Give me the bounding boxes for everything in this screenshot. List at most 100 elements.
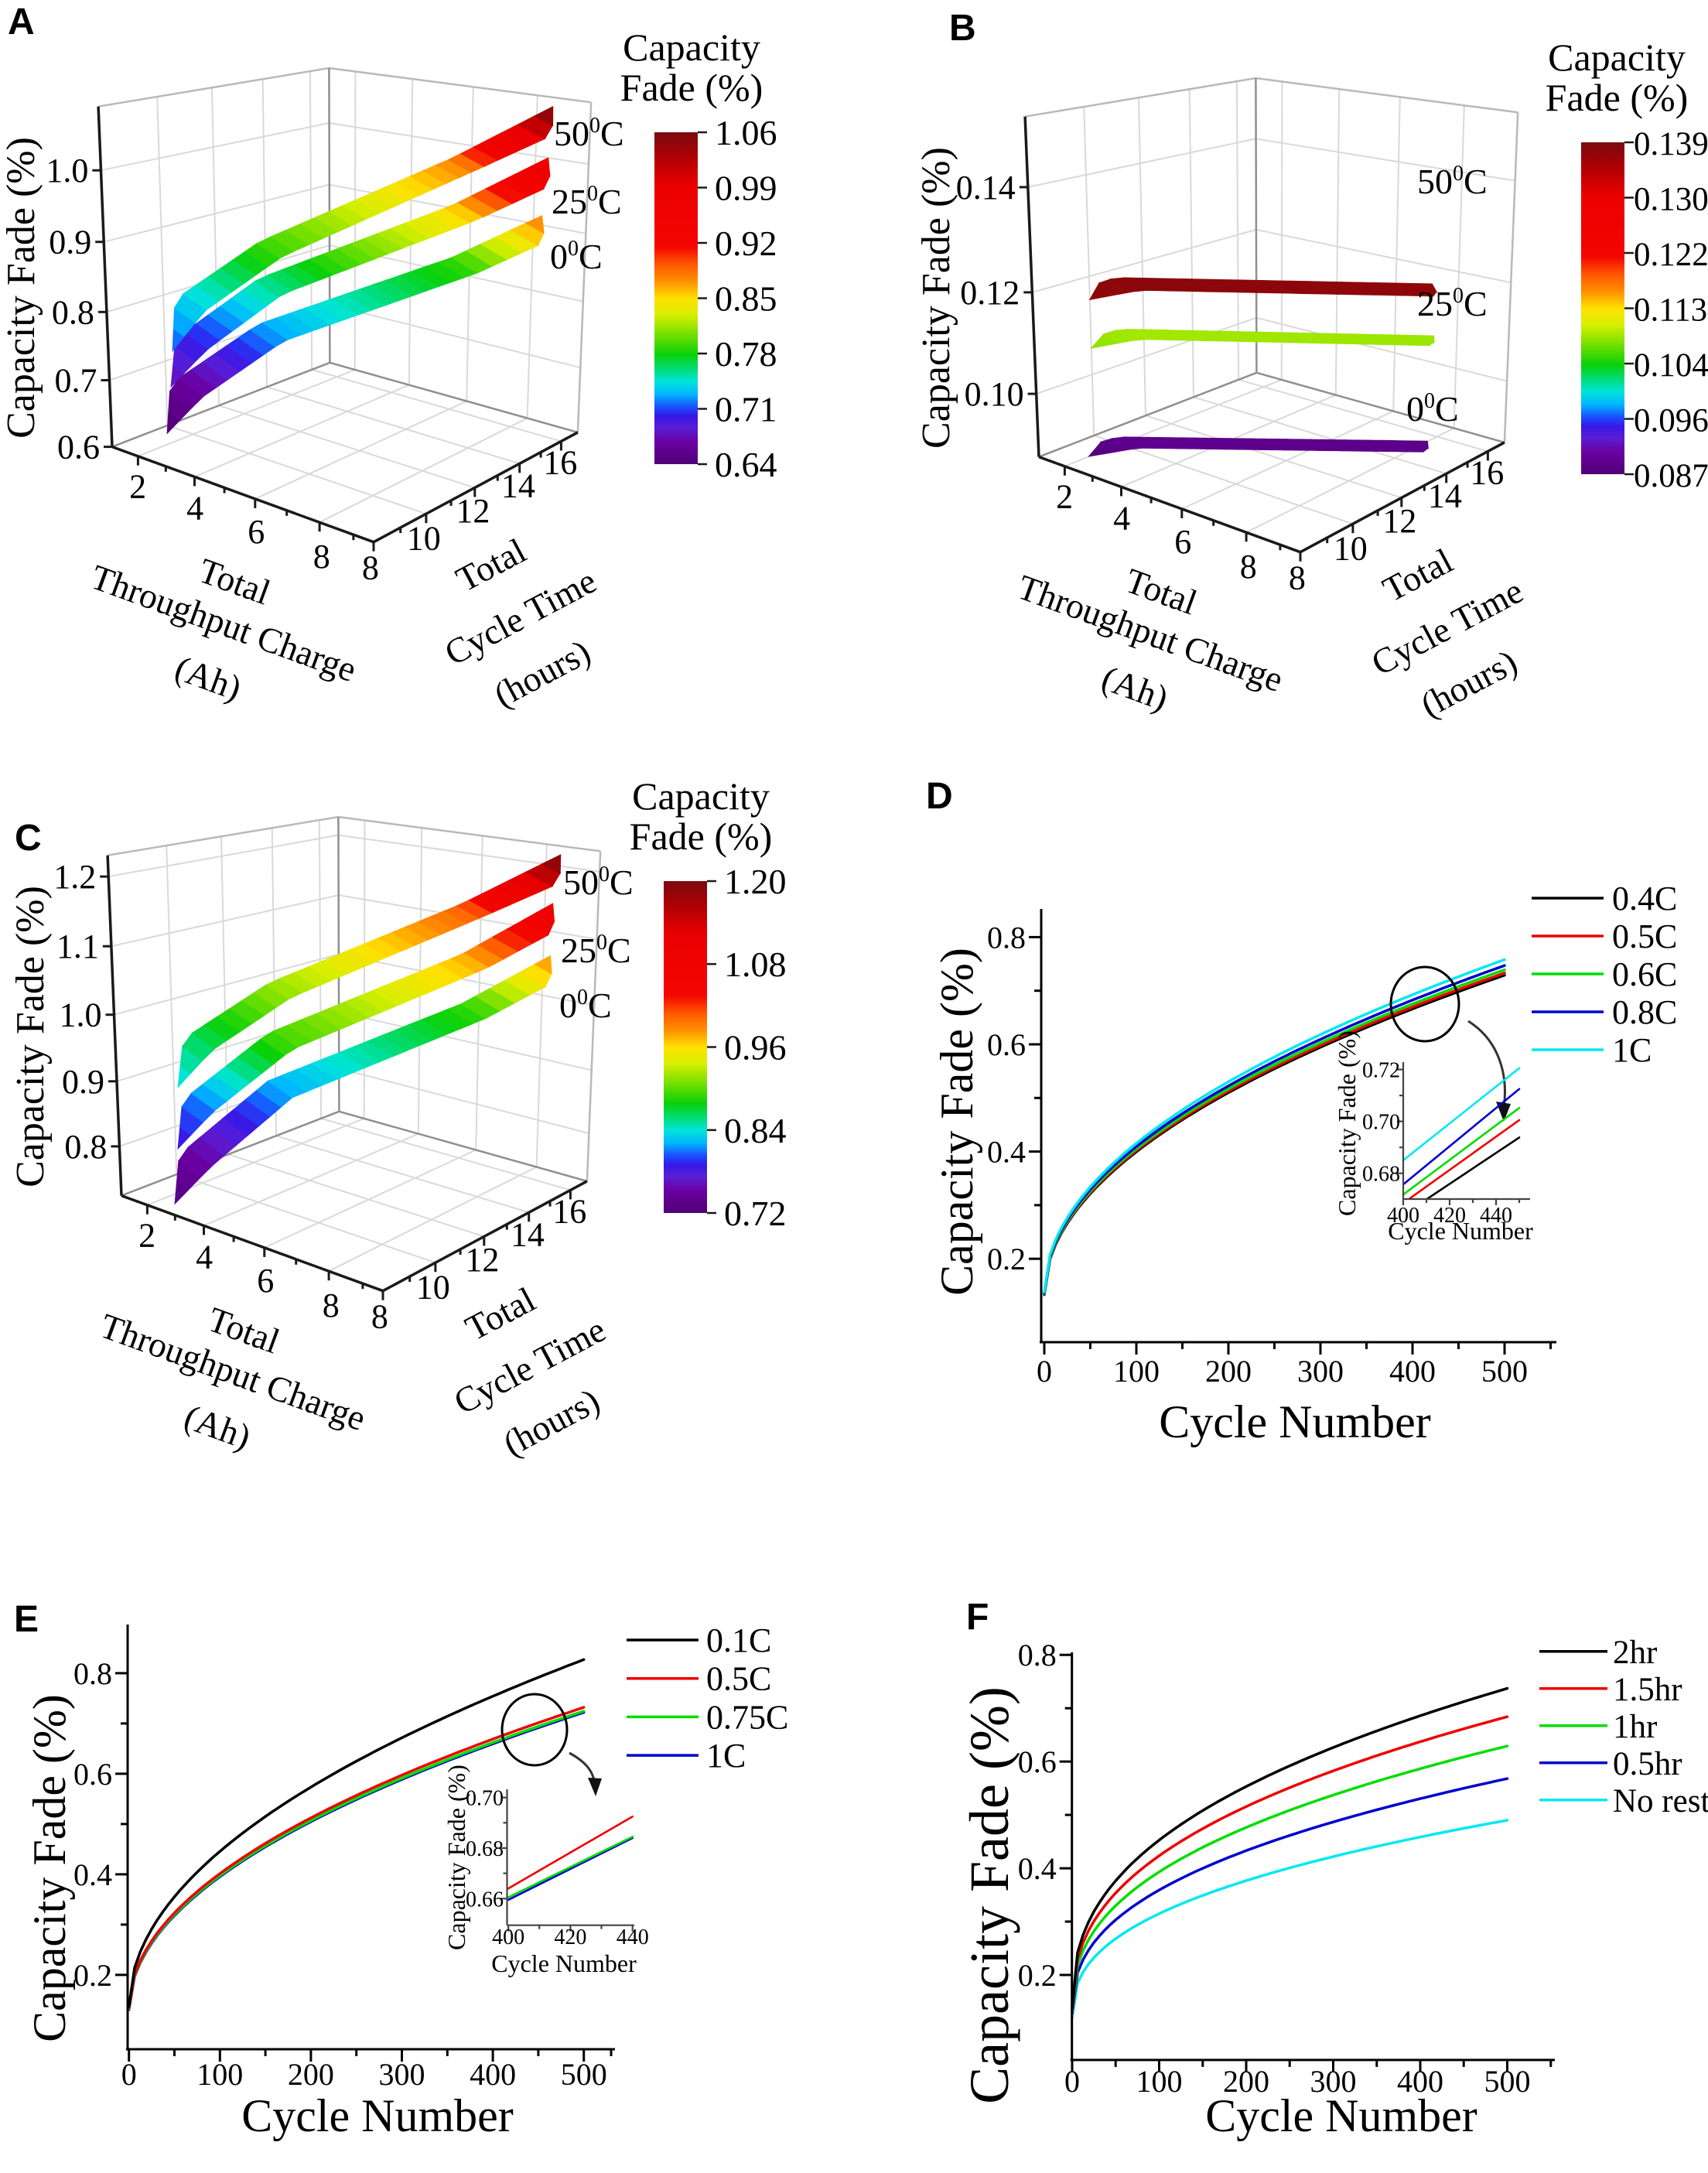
svg-text:00C: 00C	[559, 986, 612, 1025]
svg-text:0.5C: 0.5C	[1612, 917, 1677, 955]
svg-text:14: 14	[501, 466, 535, 504]
svg-text:6: 6	[1174, 523, 1191, 561]
svg-text:0.096: 0.096	[1634, 403, 1708, 439]
svg-text:Cycle Number: Cycle Number	[1388, 1217, 1533, 1245]
svg-text:B: B	[949, 8, 976, 49]
svg-text:6: 6	[257, 1262, 274, 1300]
svg-text:12: 12	[465, 1241, 499, 1279]
svg-text:0.85: 0.85	[715, 279, 777, 319]
svg-text:400: 400	[1397, 2064, 1443, 2099]
svg-text:500: 500	[1484, 2064, 1531, 2099]
svg-text:14: 14	[511, 1215, 545, 1253]
svg-text:0.6: 0.6	[57, 429, 100, 466]
svg-text:4: 4	[186, 490, 203, 528]
svg-text:300: 300	[1310, 2064, 1357, 2099]
svg-text:500C: 500C	[563, 863, 634, 902]
svg-text:12: 12	[1382, 502, 1416, 540]
svg-text:1.0: 1.0	[60, 996, 102, 1034]
svg-text:0.6: 0.6	[987, 1027, 1026, 1062]
svg-text:0.122: 0.122	[1634, 237, 1708, 273]
svg-text:Capacity Fade (%): Capacity Fade (%)	[914, 147, 958, 449]
svg-text:0.113: 0.113	[1634, 292, 1707, 329]
svg-text:200: 200	[1205, 1354, 1252, 1389]
svg-text:0.8: 0.8	[73, 1656, 112, 1691]
svg-text:1C: 1C	[1612, 1031, 1652, 1069]
svg-text:1C: 1C	[706, 1737, 746, 1775]
svg-text:Capacity: Capacity	[632, 774, 770, 818]
svg-text:Capacity Fade (%): Capacity Fade (%)	[442, 1765, 470, 1950]
svg-text:Fade (%): Fade (%)	[1546, 76, 1689, 119]
svg-text:0.104: 0.104	[1634, 347, 1708, 384]
svg-text:0.2: 0.2	[73, 1958, 112, 1993]
svg-text:500: 500	[1481, 1354, 1528, 1389]
svg-text:0.5C: 0.5C	[706, 1660, 771, 1698]
svg-text:0.130: 0.130	[1634, 182, 1708, 218]
svg-text:10: 10	[407, 519, 441, 557]
svg-text:1hr: 1hr	[1613, 1709, 1657, 1745]
svg-text:200: 200	[1223, 2064, 1269, 2099]
svg-text:500: 500	[561, 2057, 607, 2092]
svg-text:100: 100	[196, 2057, 243, 2092]
svg-text:16: 16	[552, 1192, 586, 1230]
svg-text:Fade (%): Fade (%)	[620, 66, 763, 109]
svg-text:1.0: 1.0	[46, 152, 88, 190]
svg-text:0.4C: 0.4C	[1612, 880, 1677, 917]
svg-text:0.9: 0.9	[62, 1063, 104, 1101]
svg-text:Cycle Number: Cycle Number	[241, 2090, 514, 2141]
svg-text:10: 10	[1334, 529, 1368, 567]
svg-text:0.8: 0.8	[52, 293, 94, 331]
svg-text:0.9: 0.9	[49, 224, 91, 261]
svg-text:250C: 250C	[552, 182, 622, 221]
svg-text:16: 16	[543, 443, 577, 481]
svg-text:1.06: 1.06	[715, 113, 777, 152]
svg-text:A: A	[8, 2, 35, 43]
svg-text:400: 400	[1387, 1204, 1419, 1228]
svg-text:6: 6	[248, 513, 265, 551]
svg-text:16: 16	[1470, 453, 1504, 491]
svg-text:0.96: 0.96	[724, 1028, 787, 1068]
svg-text:0.70: 0.70	[1362, 1111, 1400, 1135]
svg-text:0.64: 0.64	[715, 445, 777, 484]
svg-text:440: 440	[617, 1925, 649, 1949]
svg-text:0.087: 0.087	[1634, 458, 1708, 494]
svg-text:0.8: 0.8	[1018, 1638, 1057, 1672]
svg-text:0.4: 0.4	[73, 1857, 112, 1892]
svg-text:D: D	[926, 776, 953, 817]
svg-text:0.84: 0.84	[724, 1111, 787, 1150]
svg-text:400: 400	[470, 2057, 516, 2092]
svg-text:0.1C: 0.1C	[706, 1621, 771, 1659]
svg-text:2: 2	[1056, 477, 1073, 515]
svg-text:2: 2	[138, 1216, 155, 1254]
svg-text:Capacity Fade (%): Capacity Fade (%)	[931, 948, 982, 1296]
svg-text:Capacity Fade (%): Capacity Fade (%)	[958, 1686, 1020, 2104]
svg-text:4: 4	[1113, 500, 1130, 538]
svg-text:2: 2	[129, 467, 146, 505]
svg-text:400: 400	[1389, 1354, 1436, 1389]
svg-text:0.72: 0.72	[1362, 1059, 1400, 1083]
svg-text:400: 400	[492, 1925, 524, 1949]
svg-text:8: 8	[1240, 548, 1257, 586]
svg-text:0.14: 0.14	[956, 169, 1016, 207]
svg-text:420: 420	[1433, 1204, 1466, 1228]
svg-text:0.4: 0.4	[987, 1135, 1026, 1170]
svg-text:Cycle Number: Cycle Number	[1205, 2090, 1477, 2141]
svg-text:10: 10	[416, 1268, 450, 1306]
svg-text:Fade (%): Fade (%)	[630, 815, 773, 858]
svg-text:14: 14	[1428, 477, 1462, 514]
svg-text:4: 4	[196, 1239, 213, 1276]
svg-text:0.99: 0.99	[715, 169, 777, 208]
svg-text:8: 8	[313, 538, 330, 576]
svg-text:250C: 250C	[1417, 284, 1488, 323]
svg-text:420: 420	[554, 1925, 586, 1949]
svg-text:0.5hr: 0.5hr	[1613, 1746, 1682, 1782]
svg-text:12: 12	[456, 492, 490, 530]
svg-text:0.139: 0.139	[1634, 126, 1708, 162]
svg-text:250C: 250C	[561, 931, 631, 970]
svg-text:1.20: 1.20	[724, 862, 787, 901]
svg-text:1.08: 1.08	[724, 945, 787, 984]
svg-text:0.12: 0.12	[960, 274, 1020, 312]
svg-text:1.5hr: 1.5hr	[1613, 1672, 1682, 1708]
svg-text:0.4: 0.4	[1018, 1851, 1057, 1886]
svg-text:0.68: 0.68	[1362, 1163, 1400, 1187]
svg-text:0: 0	[1037, 1354, 1052, 1389]
